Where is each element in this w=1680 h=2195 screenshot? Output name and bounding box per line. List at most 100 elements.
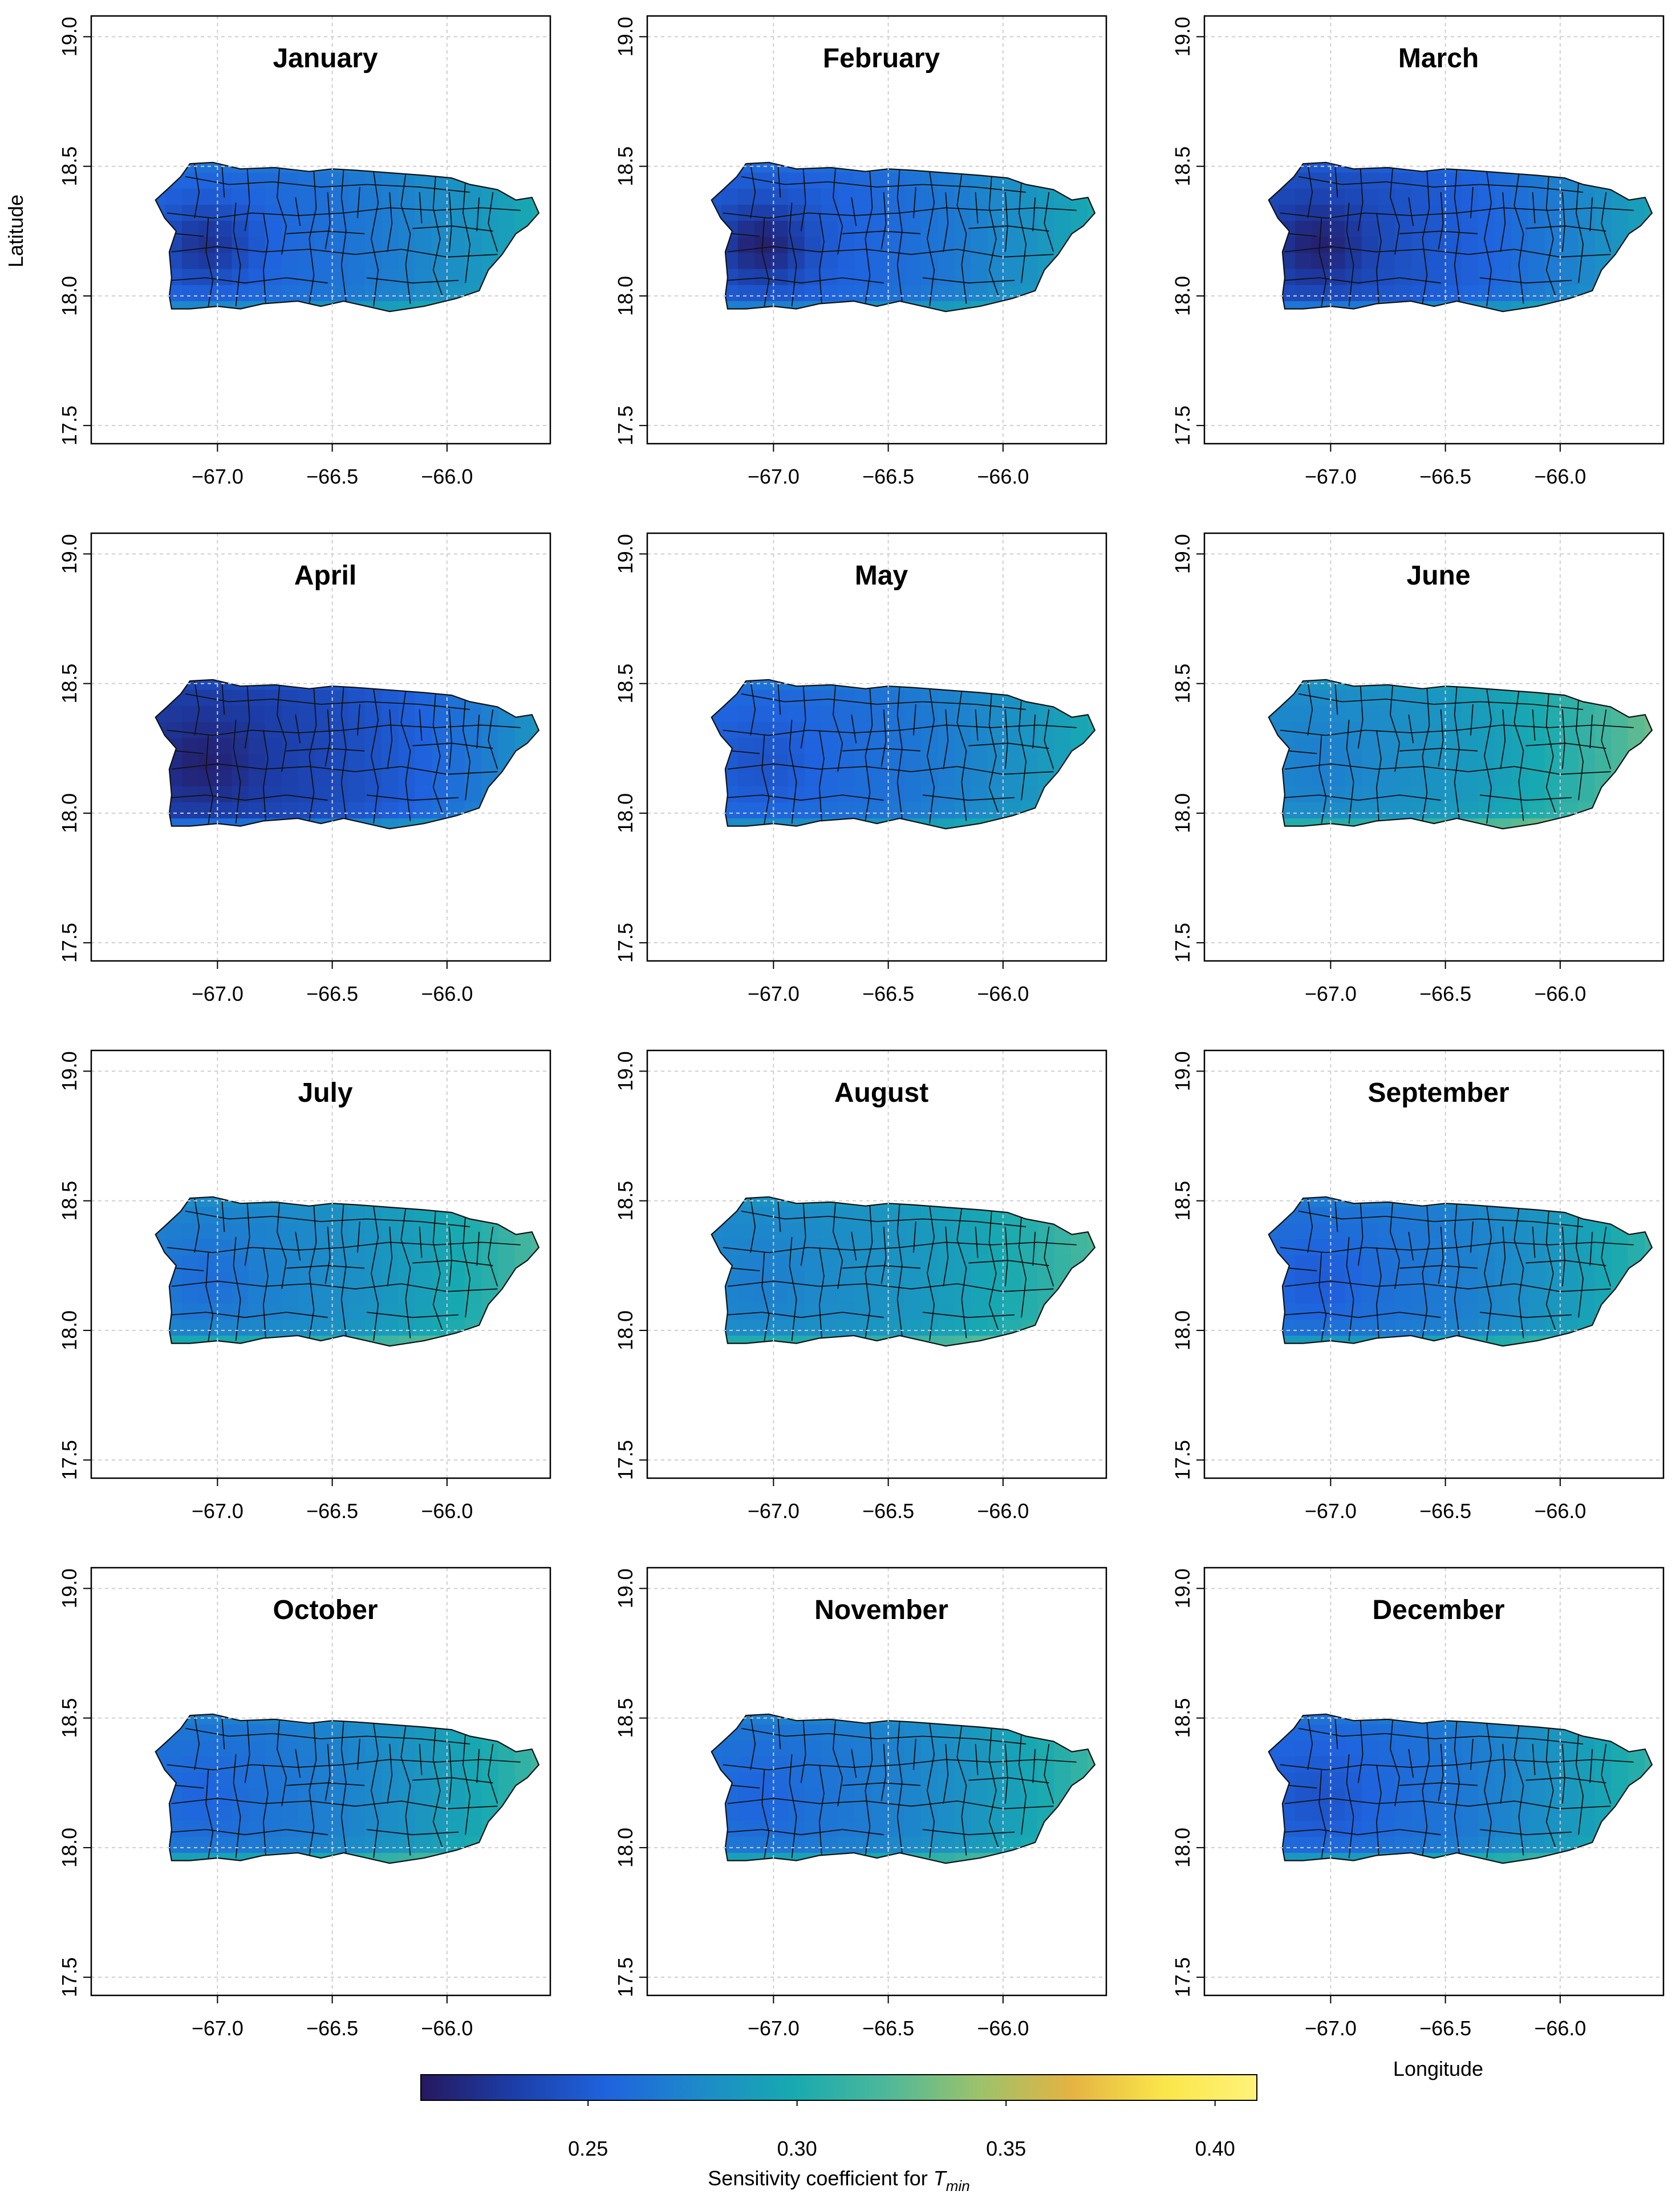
- heat-cell: [265, 220, 283, 237]
- heat-cell: [788, 679, 805, 690]
- heat-cell: [1345, 162, 1362, 173]
- heat-cell: [531, 252, 539, 269]
- heat-cell: [1278, 1318, 1296, 1336]
- heat-cell: [465, 1335, 482, 1346]
- municipality-boundary: [167, 1241, 521, 1253]
- heat-cell: [1021, 1714, 1038, 1725]
- heat-cell: [382, 1714, 399, 1725]
- heat-cell: [1611, 769, 1629, 786]
- heat-cell: [1021, 1820, 1038, 1837]
- heat-cell: [1295, 1303, 1313, 1320]
- heat-cell: [282, 785, 299, 802]
- heat-cell: [1070, 679, 1088, 690]
- municipality-boundary: [419, 192, 423, 224]
- heat-cell: [1070, 236, 1088, 253]
- heat-cell: [1511, 1739, 1529, 1756]
- heat-cell: [1378, 252, 1396, 269]
- heat-cell: [498, 1239, 516, 1256]
- heat-cell: [804, 1206, 822, 1223]
- heat-cell: [987, 689, 1005, 706]
- heat-cell: [248, 284, 266, 302]
- heat-cell: [711, 785, 722, 802]
- heat-cell: [821, 1804, 839, 1821]
- heat-cell: [1345, 1206, 1362, 1223]
- heat-cell: [1411, 801, 1429, 819]
- heat-cell: [788, 1222, 805, 1239]
- panel-frame: [90, 1567, 551, 1997]
- heat-cell: [514, 1196, 532, 1207]
- heat-cell: [854, 1239, 872, 1256]
- heat-cell: [821, 1287, 839, 1304]
- heat-cell: [804, 220, 822, 237]
- heat-cell: [1054, 679, 1072, 690]
- heat-cell: [265, 172, 283, 189]
- heat-cell: [365, 1303, 383, 1320]
- panel-frame: [1203, 1049, 1665, 1479]
- heat-cell: [431, 268, 449, 285]
- heat-cell: [1361, 1772, 1379, 1789]
- heat-cell: [954, 1318, 972, 1336]
- heat-cell: [1561, 236, 1579, 253]
- heat-cell: [1295, 1836, 1313, 1853]
- heat-cell: [1378, 769, 1396, 786]
- heat-cell: [711, 1772, 722, 1789]
- heat-cell: [498, 284, 516, 302]
- heat-cell: [1378, 1239, 1396, 1256]
- heat-cell: [382, 284, 399, 302]
- heat-cell: [265, 1836, 283, 1853]
- heat-cell: [1328, 818, 1346, 829]
- heat-cell: [198, 705, 216, 722]
- heat-cell: [987, 172, 1005, 189]
- heat-cell: [1478, 204, 1496, 221]
- heat-cell: [248, 1222, 266, 1239]
- y-tick-label: 19.0: [1171, 1051, 1194, 1091]
- heat-cell: [165, 689, 182, 706]
- heat-cell: [971, 1271, 988, 1288]
- heat-cell: [987, 220, 1005, 237]
- heat-cell: [365, 1756, 383, 1773]
- heat-cell: [788, 188, 805, 205]
- heat-cell: [1444, 220, 1462, 237]
- coastline: [155, 161, 540, 313]
- heat-cell: [887, 1739, 905, 1756]
- heat-cell: [887, 188, 905, 205]
- heat-cell: [771, 204, 789, 221]
- municipality-boundary: [1284, 1829, 1441, 1836]
- heat-cell: [904, 1804, 922, 1821]
- municipality-boundary: [1601, 192, 1612, 252]
- heat-cell: [921, 1303, 939, 1320]
- heat-cell: [1644, 162, 1652, 173]
- heat-cell: [804, 1772, 822, 1789]
- heat-cell: [1021, 1788, 1038, 1805]
- municipality-boundary: [340, 1721, 347, 1853]
- heat-cell: [838, 268, 855, 285]
- heat-cell: [1268, 818, 1279, 829]
- y-tick-label: 19.0: [58, 1051, 81, 1091]
- heat-cell: [331, 1222, 349, 1239]
- heat-cell: [1268, 721, 1279, 739]
- municipality-boundary: [1422, 1206, 1430, 1338]
- heat-cell: [415, 769, 432, 786]
- heat-cell: [1268, 162, 1279, 173]
- x-tick-label: −66.0: [977, 2017, 1029, 2040]
- heat-cell: [331, 1788, 349, 1805]
- municipality-boundary: [1479, 794, 1572, 801]
- heat-cell: [1395, 737, 1413, 754]
- heat-cell: [1054, 818, 1072, 829]
- municipality-boundary: [975, 709, 979, 741]
- heat-cell: [1644, 1196, 1652, 1207]
- heat-cell: [1004, 1287, 1022, 1304]
- heat-cell: [904, 1723, 922, 1740]
- sensitivity-field: [1268, 162, 1652, 312]
- heat-cell: [1268, 301, 1279, 312]
- heat-cell: [1345, 801, 1362, 819]
- heat-cell: [331, 737, 349, 754]
- heat-cell: [431, 220, 449, 237]
- heat-cell: [248, 188, 266, 205]
- municipality-boundary: [371, 1723, 379, 1859]
- heat-cell: [1328, 1335, 1346, 1346]
- heat-cell: [711, 1820, 722, 1837]
- heat-cell: [804, 1804, 822, 1821]
- heat-cell: [1278, 1206, 1296, 1223]
- heat-cell: [315, 818, 332, 829]
